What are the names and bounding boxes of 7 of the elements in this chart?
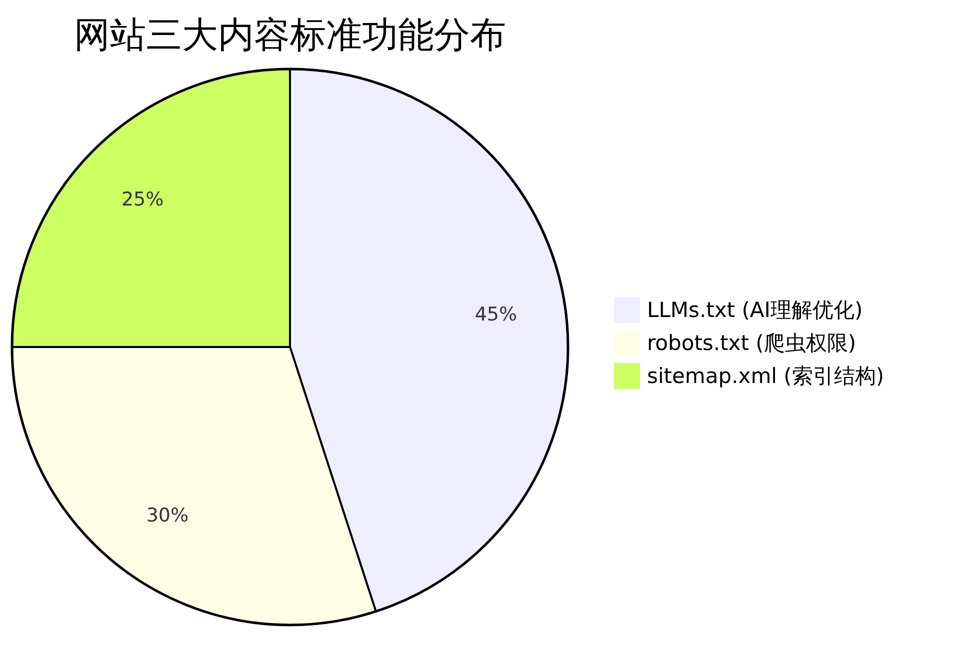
- data-label: 45%: [474, 303, 518, 326]
- data-label: 25%: [121, 188, 164, 211]
- legend-label: LLMs.txt (AI理解优化): [647, 298, 863, 322]
- legend-label: sitemap.xml (索引结构): [647, 364, 884, 388]
- data-label: 30%: [146, 504, 189, 527]
- chart-title: 网站三大内容标准功能分布: [74, 15, 506, 56]
- legend-label: robots.txt (爬虫权限): [647, 331, 856, 355]
